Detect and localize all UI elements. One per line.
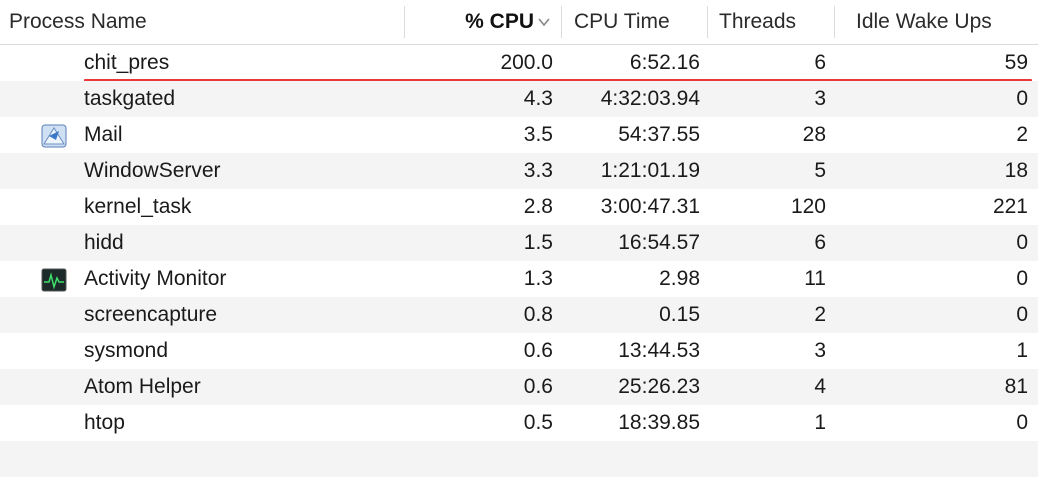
column-header-threads[interactable]: Threads (719, 10, 797, 33)
activity-monitor-icon (41, 268, 67, 292)
table-row[interactable]: screencapture 0.8 0.15 2 0 (0, 297, 1038, 333)
process-name: Mail (84, 123, 123, 146)
threads-value: 1 (814, 411, 826, 434)
table-body: chit_pres 200.0 6:52.16 6 59 taskgated 4.3 4:32… (0, 45, 1038, 477)
column-header-cpu-time[interactable]: CPU Time (574, 10, 670, 33)
threads-value: 28 (802, 123, 826, 146)
process-name: taskgated (84, 87, 176, 110)
idle-wake-ups-value: 1 (1016, 339, 1028, 362)
idle-wake-ups-value: 221 (992, 195, 1028, 218)
threads-value: 2 (814, 303, 826, 326)
cpu-value: 1.5 (523, 231, 553, 254)
idle-wake-ups-value: 0 (1016, 231, 1028, 254)
threads-value: 5 (814, 159, 826, 182)
cpu-value: 3.3 (523, 159, 553, 182)
threads-value: 6 (814, 51, 826, 74)
idle-wake-ups-value: 0 (1016, 303, 1028, 326)
column-divider[interactable] (561, 6, 562, 38)
cpu-value: 200.0 (500, 51, 553, 74)
cpu-value: 3.5 (523, 123, 553, 146)
cpu-value: 0.6 (523, 375, 553, 398)
idle-wake-ups-value: 0 (1016, 411, 1028, 434)
cpu-value: 0.8 (523, 303, 553, 326)
table-row[interactable]: taskgated 4.3 4:32:03.94 3 0 (0, 81, 1038, 117)
idle-wake-ups-value: 0 (1016, 87, 1028, 110)
process-name: screencapture (84, 303, 218, 326)
column-divider[interactable] (707, 6, 708, 38)
cpu-time-value: 25:26.23 (618, 375, 700, 398)
cpu-time-value: 18:39.85 (618, 411, 700, 434)
table-row[interactable]: Mail 3.5 54:37.55 28 2 (0, 117, 1038, 153)
table-row[interactable]: Activity Monitor 1.3 2.98 11 0 (0, 261, 1038, 297)
threads-value: 4 (814, 375, 826, 398)
cpu-time-value: 0.15 (659, 303, 700, 326)
table-row[interactable]: kernel_task 2.8 3:00:47.31 120 221 (0, 189, 1038, 225)
process-name: hidd (84, 231, 124, 254)
cpu-time-value: 16:54.57 (618, 231, 700, 254)
idle-wake-ups-value: 0 (1016, 267, 1028, 290)
idle-wake-ups-value: 81 (1004, 375, 1028, 398)
table-row[interactable]: hidd 1.5 16:54.57 6 0 (0, 225, 1038, 261)
cpu-time-value: 1:21:01.19 (600, 159, 700, 182)
threads-value: 11 (804, 267, 826, 290)
table-row[interactable]: chit_pres 200.0 6:52.16 6 59 (0, 45, 1038, 82)
table-row[interactable]: WindowServer 3.3 1:21:01.19 5 18 (0, 153, 1038, 189)
process-name: kernel_task (84, 195, 192, 218)
column-header-cpu-label: % CPU (465, 10, 534, 33)
process-name: htop (84, 411, 125, 434)
chevron-down-icon (538, 18, 550, 27)
table-row-partial[interactable] (0, 441, 1038, 477)
threads-value: 3 (814, 339, 826, 362)
process-name: Atom Helper (84, 375, 201, 398)
column-divider[interactable] (404, 6, 405, 38)
column-header-process-name[interactable]: Process Name (9, 10, 147, 33)
threads-value: 6 (814, 231, 826, 254)
cpu-value: 0.6 (523, 339, 553, 362)
process-name: chit_pres (84, 51, 170, 74)
process-name: Activity Monitor (84, 267, 227, 290)
idle-wake-ups-value: 59 (1004, 51, 1028, 74)
threads-value: 3 (814, 87, 826, 110)
column-divider[interactable] (834, 6, 835, 38)
cpu-value: 4.3 (523, 87, 553, 110)
highlight-underline (84, 79, 1032, 82)
column-header-idle-wake-ups[interactable]: Idle Wake Ups (856, 10, 992, 33)
table-row[interactable]: sysmond 0.6 13:44.53 3 1 (0, 333, 1038, 369)
threads-value: 120 (790, 195, 826, 218)
process-name: sysmond (84, 339, 169, 362)
cpu-value: 0.5 (523, 411, 553, 434)
cpu-time-value: 54:37.55 (618, 123, 700, 146)
cpu-value: 2.8 (523, 195, 553, 218)
cpu-time-value: 3:00:47.31 (600, 195, 700, 218)
cpu-value: 1.3 (523, 267, 553, 290)
cpu-time-value: 13:44.53 (618, 339, 700, 362)
cpu-time-value: 2.98 (659, 267, 700, 290)
table-row[interactable]: Atom Helper 0.6 25:26.23 4 81 (0, 369, 1038, 405)
process-name: WindowServer (84, 159, 221, 182)
cpu-time-value: 6:52.16 (629, 51, 700, 74)
idle-wake-ups-value: 2 (1016, 123, 1028, 146)
table-row[interactable]: htop 0.5 18:39.85 1 0 (0, 405, 1038, 441)
table-header: Process Name % CPU CPU Time Threads Idle… (0, 0, 1038, 45)
idle-wake-ups-value: 18 (1004, 159, 1028, 182)
cpu-time-value: 4:32:03.94 (600, 87, 700, 110)
mail-app-icon (41, 124, 67, 148)
column-header-cpu[interactable]: % CPU (405, 0, 561, 44)
